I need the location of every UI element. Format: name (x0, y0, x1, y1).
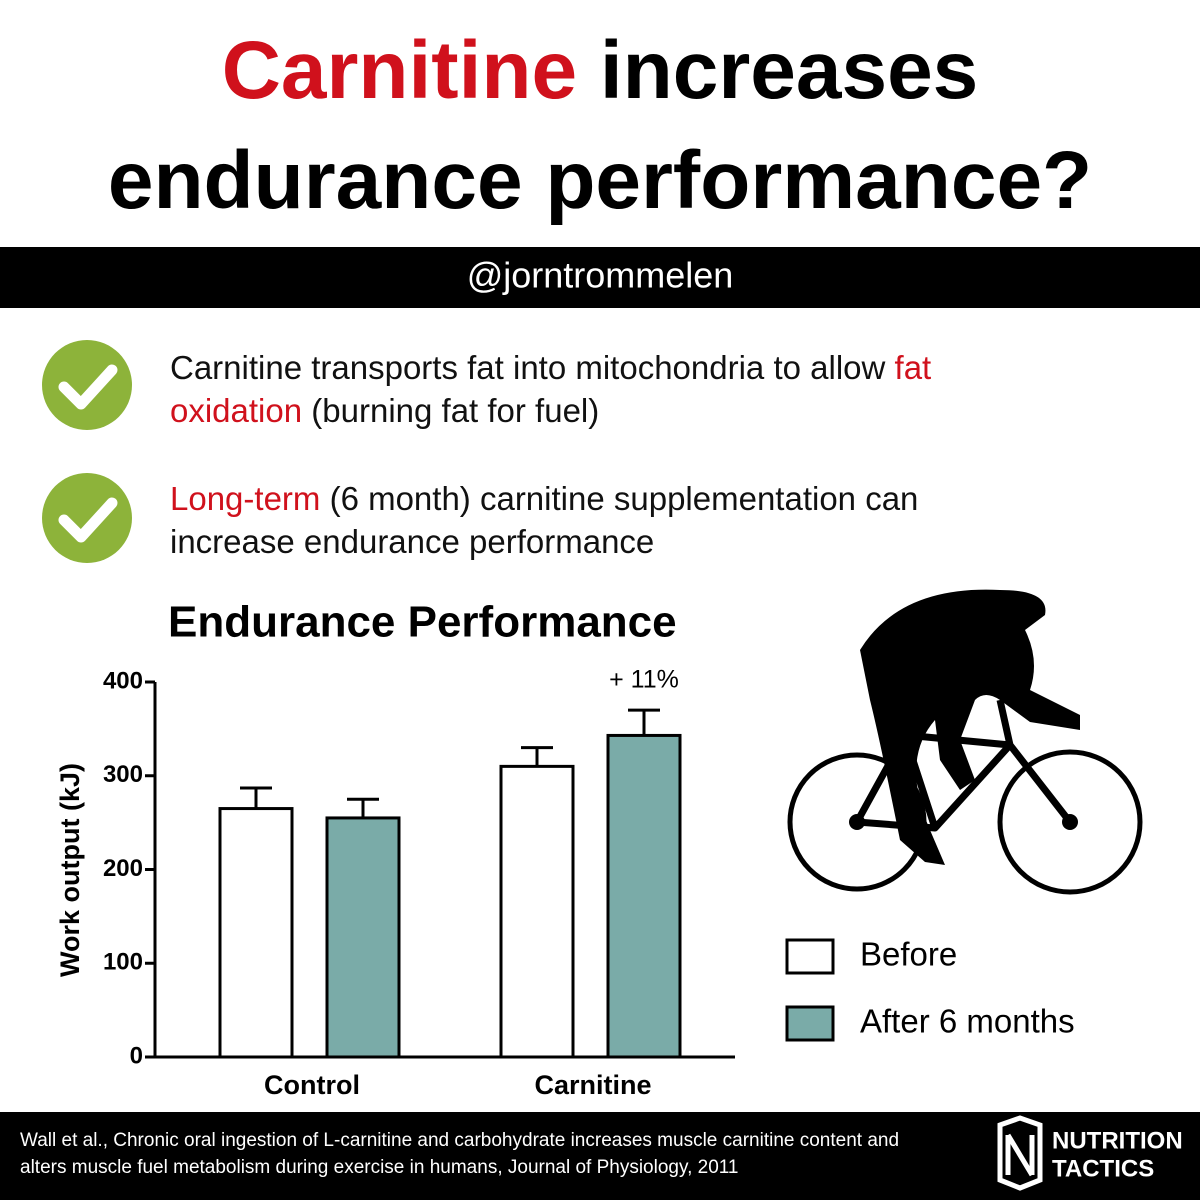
y-axis-title: Work output (kJ) (55, 763, 85, 977)
check-mark (58, 364, 118, 410)
bullet-text: (burning fat for fuel) (302, 392, 600, 429)
legend-label: Before (860, 936, 957, 973)
bullet-text: Carnitine transports fat into mitochondr… (170, 349, 895, 386)
error-bar (628, 708, 660, 736)
y-tick-label: 400 (103, 667, 143, 694)
legend-swatch (785, 938, 835, 975)
title-highlight: Carnitine (221, 25, 578, 116)
bar (606, 733, 682, 1059)
bullet-highlight: Long-term (170, 480, 321, 517)
title: Carnitine increases (0, 30, 1200, 112)
legend-label: After 6 months (860, 1003, 1075, 1040)
x-tick-label: Control (264, 1070, 360, 1100)
y-tick-label: 100 (103, 949, 143, 976)
bullet-highlight: fat oxidation (170, 349, 932, 429)
title-line: endurance performance? (107, 135, 1093, 226)
bar (218, 807, 294, 1059)
logo-text: TACTICS (1052, 1155, 1154, 1182)
legend-swatch (785, 1005, 835, 1042)
error-bar (521, 746, 553, 767)
error-bar (240, 786, 272, 809)
y-tick-label: 0 (130, 1042, 143, 1069)
error-bar (347, 797, 379, 818)
handle-band (0, 247, 1200, 308)
check-mark (58, 497, 118, 543)
logo-icon (997, 1115, 1043, 1191)
title-text: increases (599, 25, 979, 116)
bullet: Long-term (6 month) carnitine supplement… (170, 477, 1030, 563)
annotation: + 11% (609, 666, 679, 694)
x-tick-label: Carnitine (534, 1070, 651, 1100)
bar (499, 764, 575, 1059)
logo-text: NUTRITION (1052, 1127, 1183, 1154)
check-icon (42, 340, 132, 430)
chart-title: Endurance Performance (168, 598, 677, 647)
bullet-text: (6 month) carnitine supplementation can … (170, 480, 919, 560)
y-tick-label: 200 (103, 855, 143, 882)
cyclist-silhouette (787, 589, 1143, 895)
citation: Wall et al., Chronic oral ingestion of L… (20, 1130, 900, 1178)
handle: @jorntrommelen (467, 255, 734, 296)
check-icon (42, 473, 132, 563)
y-tick-label: 300 (103, 761, 143, 788)
bar (325, 816, 401, 1059)
bullet: Carnitine transports fat into mitochondr… (170, 346, 1070, 432)
